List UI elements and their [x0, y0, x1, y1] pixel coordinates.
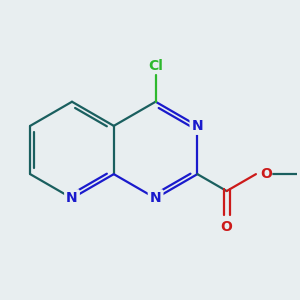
Text: O: O: [260, 167, 272, 181]
Text: Cl: Cl: [148, 59, 163, 73]
Text: O: O: [221, 220, 232, 234]
Text: N: N: [66, 191, 78, 205]
Text: N: N: [192, 119, 203, 133]
Text: N: N: [150, 191, 161, 205]
